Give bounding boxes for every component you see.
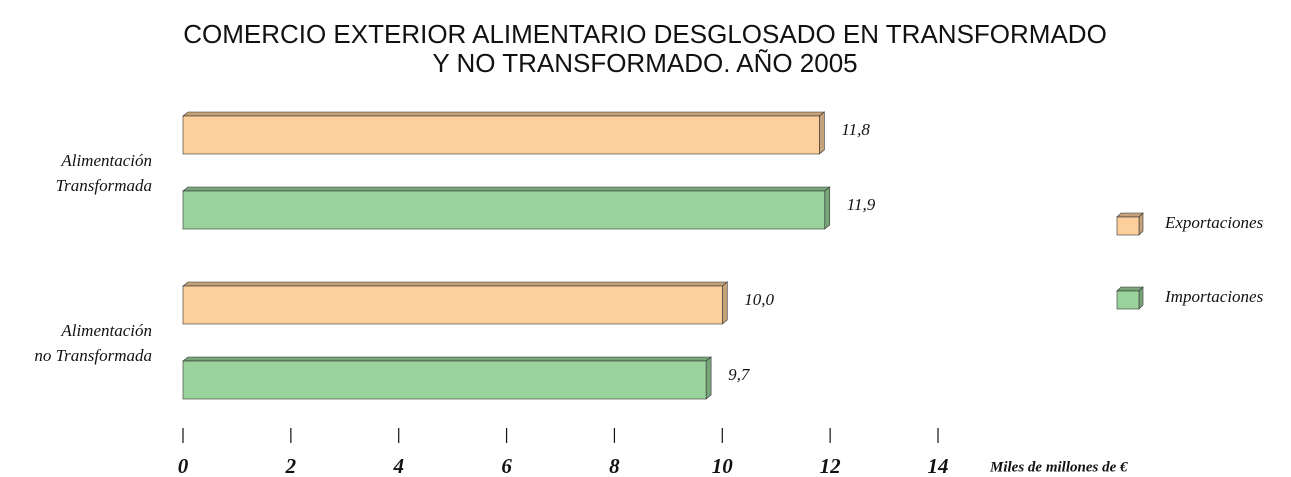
legend-swatch	[1116, 216, 1140, 236]
x-tick-label: 6	[501, 454, 512, 477]
legend-swatch-side	[1138, 286, 1144, 310]
bar-top	[182, 111, 826, 117]
legend-swatch-top	[1116, 212, 1144, 218]
x-tick-label: 4	[392, 454, 404, 477]
bar	[182, 285, 723, 325]
value-label: 11,8	[841, 120, 870, 139]
chart-title: COMERCIO EXTERIOR ALIMENTARIO DESGLOSADO…	[183, 19, 1107, 49]
y-tick-label: Alimentación	[60, 321, 152, 340]
value-label: 11,9	[847, 195, 876, 214]
legend-label: Exportaciones	[1164, 213, 1264, 232]
value-label: 9,7	[728, 365, 751, 384]
x-tick-label: 0	[178, 454, 189, 477]
legend-swatch-side	[1138, 212, 1144, 236]
bar-side	[705, 356, 712, 400]
y-tick-label: Transformada	[56, 176, 152, 195]
y-tick-label: no Transformada	[34, 346, 152, 365]
x-tick-label: 8	[609, 454, 620, 477]
bar	[182, 190, 826, 230]
x-tick-label: 10	[712, 454, 734, 477]
bar-side	[721, 281, 728, 325]
bar-top	[182, 186, 831, 192]
x-tick-label: 14	[928, 454, 949, 477]
legend-swatch	[1116, 290, 1140, 310]
bar-top	[182, 356, 712, 362]
bar-side	[824, 186, 831, 230]
y-tick-label: Alimentación	[60, 151, 152, 170]
bar	[182, 115, 820, 155]
legend-swatch-top	[1116, 286, 1144, 292]
chart-title: Y NO TRANSFORMADO. AÑO 2005	[432, 48, 857, 78]
x-axis-label: Miles de millones de €	[989, 459, 1128, 475]
bar-top	[182, 281, 729, 287]
x-tick-label: 2	[285, 454, 297, 477]
x-tick-label: 12	[820, 454, 842, 477]
bar-side	[819, 111, 825, 155]
value-label: 10,0	[744, 290, 774, 309]
bar	[182, 360, 707, 400]
legend-label: Importaciones	[1164, 287, 1264, 306]
